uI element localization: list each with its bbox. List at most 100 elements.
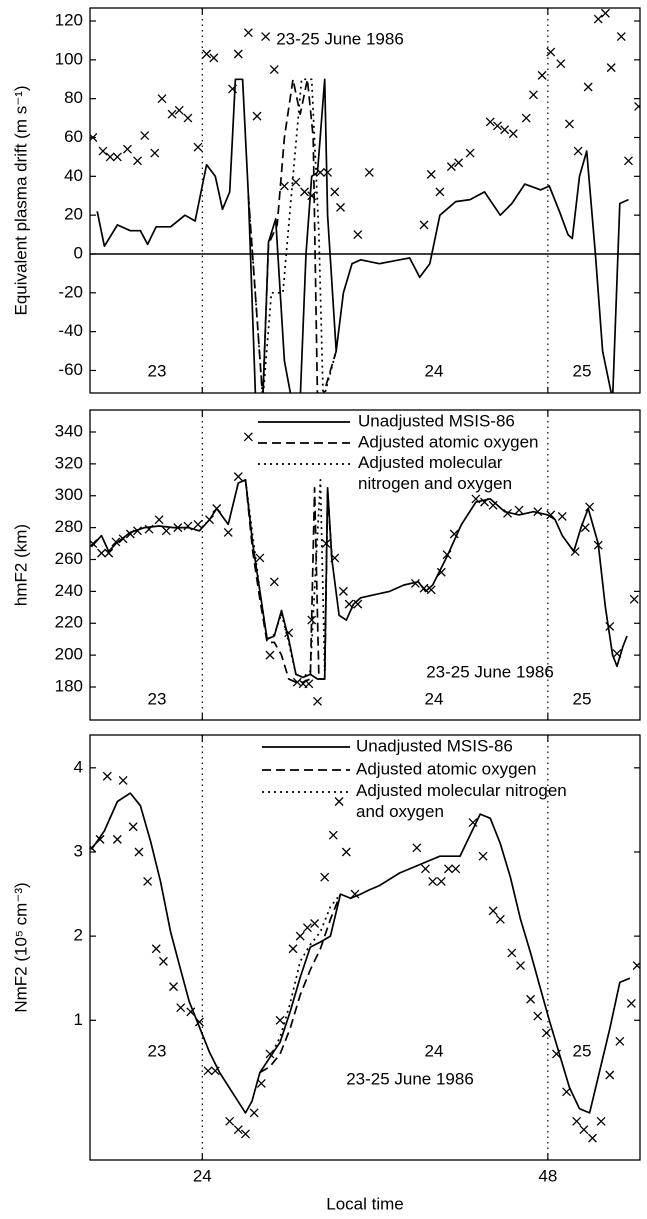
observation <box>588 1133 597 1143</box>
model-line <box>247 78 338 393</box>
observation <box>507 948 517 958</box>
observation <box>564 119 574 129</box>
model-line <box>90 478 628 680</box>
observation <box>537 70 547 80</box>
observation <box>412 843 422 853</box>
observation <box>122 144 132 154</box>
observation <box>419 583 429 593</box>
observation <box>428 876 438 886</box>
observation <box>284 628 294 638</box>
observation <box>249 1108 259 1118</box>
observation <box>436 876 446 886</box>
observation <box>209 53 219 63</box>
observation <box>500 125 510 135</box>
observation <box>269 577 279 587</box>
y-tick-label: 220 <box>55 613 83 632</box>
annotation: 24 <box>425 361 444 380</box>
model-line <box>96 78 629 393</box>
annotation: 24 <box>425 689 444 708</box>
annotation: 23 <box>148 689 167 708</box>
observation <box>419 220 429 230</box>
observation <box>572 1116 582 1126</box>
observation <box>442 550 452 560</box>
observation <box>596 1116 606 1126</box>
observation <box>140 131 150 141</box>
y-axis-label: hmF2 (km) <box>11 524 30 606</box>
observation <box>465 148 475 158</box>
y-tick-label: 3 <box>74 841 83 860</box>
observation <box>310 919 320 928</box>
observation <box>323 167 333 177</box>
observation <box>158 956 168 966</box>
observation <box>468 818 478 827</box>
annotation: 23-25 June 1986 <box>346 1069 474 1088</box>
observation <box>134 847 144 857</box>
observation <box>151 944 161 954</box>
observation <box>95 834 105 844</box>
observation <box>503 508 512 518</box>
observation <box>143 876 153 886</box>
y-tick-label: 100 <box>55 49 83 68</box>
observation <box>562 1087 572 1097</box>
observation <box>212 504 222 513</box>
observation <box>353 230 363 240</box>
observation <box>111 537 121 547</box>
observation <box>533 1011 543 1021</box>
observation <box>336 202 345 212</box>
y-tick-label: 80 <box>64 88 83 107</box>
observation <box>97 548 106 558</box>
observation <box>243 432 253 442</box>
x-axis-label: Local time <box>326 1194 403 1213</box>
observation <box>307 191 317 201</box>
observation <box>203 1066 213 1076</box>
observation <box>593 540 603 550</box>
y-tick-label: -20 <box>58 282 83 301</box>
annotation: 25 <box>573 361 592 380</box>
observation <box>612 649 622 658</box>
observation <box>265 1049 275 1059</box>
observation <box>307 615 317 625</box>
observation <box>593 14 603 24</box>
observation <box>485 117 495 127</box>
observation <box>341 847 351 857</box>
legend-label: Adjusted atomic oxygen <box>358 432 539 451</box>
observation <box>233 49 243 59</box>
observation <box>436 567 446 577</box>
observation <box>446 162 456 172</box>
annotation: 23-25 June 1986 <box>426 662 554 681</box>
observation <box>194 1017 204 1027</box>
legend-label: Adjusted molecular nitrogen and oxygen <box>356 781 567 821</box>
observation <box>556 59 566 69</box>
observation <box>579 1125 589 1135</box>
observation <box>174 105 184 115</box>
legend-label: Adjusted atomic oxygen <box>356 759 537 778</box>
observation <box>269 65 279 75</box>
observation <box>546 47 556 57</box>
observation <box>90 843 96 853</box>
observation <box>295 931 305 941</box>
observation <box>255 553 265 563</box>
observation <box>533 507 543 517</box>
observation <box>292 677 302 687</box>
annotation: 25 <box>573 689 592 708</box>
observation <box>154 515 164 525</box>
observation <box>302 923 312 933</box>
observation <box>449 529 459 539</box>
observation <box>471 494 481 504</box>
y-tick-label: 20 <box>64 205 83 224</box>
observation <box>444 864 453 874</box>
y-tick-label: 320 <box>55 453 83 472</box>
observation <box>112 834 122 844</box>
annotation: 24 <box>425 1041 444 1060</box>
observation <box>225 1116 235 1126</box>
plot-frame <box>89 409 641 721</box>
y-tick-label: -60 <box>58 360 83 379</box>
observation <box>202 49 212 59</box>
observation <box>210 1066 220 1076</box>
panel <box>90 771 640 1143</box>
observation <box>451 864 461 874</box>
y-tick-label: 40 <box>64 166 83 185</box>
observation <box>605 621 615 631</box>
observation <box>144 524 154 534</box>
observation <box>552 1049 561 1059</box>
